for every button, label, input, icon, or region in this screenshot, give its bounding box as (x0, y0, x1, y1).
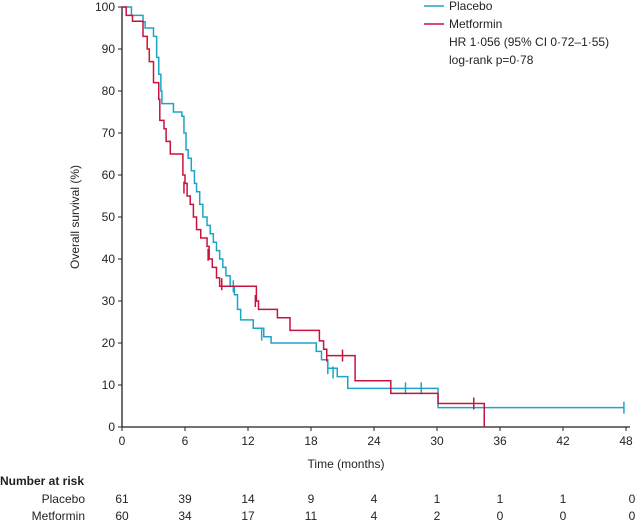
y-tick-label: 10 (102, 378, 116, 392)
legend-label-metformin: Metformin (449, 17, 502, 31)
x-tick-label: 30 (430, 434, 444, 448)
y-tick-label: 0 (108, 420, 115, 434)
x-tick-label: 0 (119, 434, 126, 448)
curve-placebo (122, 6, 624, 409)
risk-value: 4 (371, 492, 378, 506)
risk-row-label: Metformin (32, 509, 85, 523)
legend-label-placebo: Placebo (449, 0, 493, 13)
y-tick-label: 60 (102, 168, 116, 182)
risk-value: 4 (371, 509, 378, 523)
risk-value: 0 (629, 492, 636, 506)
risk-value: 2 (434, 509, 441, 523)
risk-value: 1 (434, 492, 441, 506)
x-tick-label: 36 (493, 434, 507, 448)
risk-value: 17 (241, 509, 255, 523)
curve-metformin (122, 6, 485, 427)
x-tick-label: 6 (182, 434, 189, 448)
risk-value: 39 (178, 492, 192, 506)
risk-value: 0 (560, 509, 567, 523)
risk-value: 34 (178, 509, 192, 523)
y-tick-label: 20 (102, 336, 116, 350)
y-tick-label: 80 (102, 84, 116, 98)
hazard-ratio-annotation: HR 1·056 (95% CI 0·72–1·55) (449, 35, 609, 49)
risk-value: 0 (497, 509, 504, 523)
risk-value: 14 (241, 492, 255, 506)
risk-value: 1 (560, 492, 567, 506)
legend: Placebo Metformin HR 1·056 (95% CI 0·72–… (424, 0, 609, 67)
risk-value: 61 (115, 492, 129, 506)
y-tick-label: 90 (102, 42, 116, 56)
axes: 0 10 20 30 40 50 60 70 80 90 100 0 6 12 18 24 30 36 42 48 (95, 0, 633, 448)
x-tick-label: 42 (556, 434, 570, 448)
risk-value: 11 (305, 509, 318, 523)
y-axis-label: Overall survival (%) (68, 165, 82, 269)
risk-value: 1 (497, 492, 504, 506)
x-tick-label: 18 (304, 434, 318, 448)
risk-value: 9 (308, 492, 315, 506)
y-tick-label: 30 (102, 294, 116, 308)
y-tick-label: 50 (102, 210, 116, 224)
risk-value: 60 (115, 509, 129, 523)
risk-table-title: Number at risk (0, 474, 84, 488)
x-tick-label: 24 (367, 434, 381, 448)
y-tick-label: 70 (102, 126, 116, 140)
survival-curves (122, 6, 625, 427)
y-tick-label: 100 (95, 0, 115, 14)
risk-value: 0 (629, 509, 636, 523)
logrank-annotation: log-rank p=0·78 (449, 53, 534, 67)
x-tick-label: 12 (241, 434, 255, 448)
risk-row-label: Placebo (42, 492, 86, 506)
x-tick-label: 48 (619, 434, 633, 448)
y-tick-label: 40 (102, 252, 116, 266)
x-axis-label: Time (months) (308, 457, 385, 471)
